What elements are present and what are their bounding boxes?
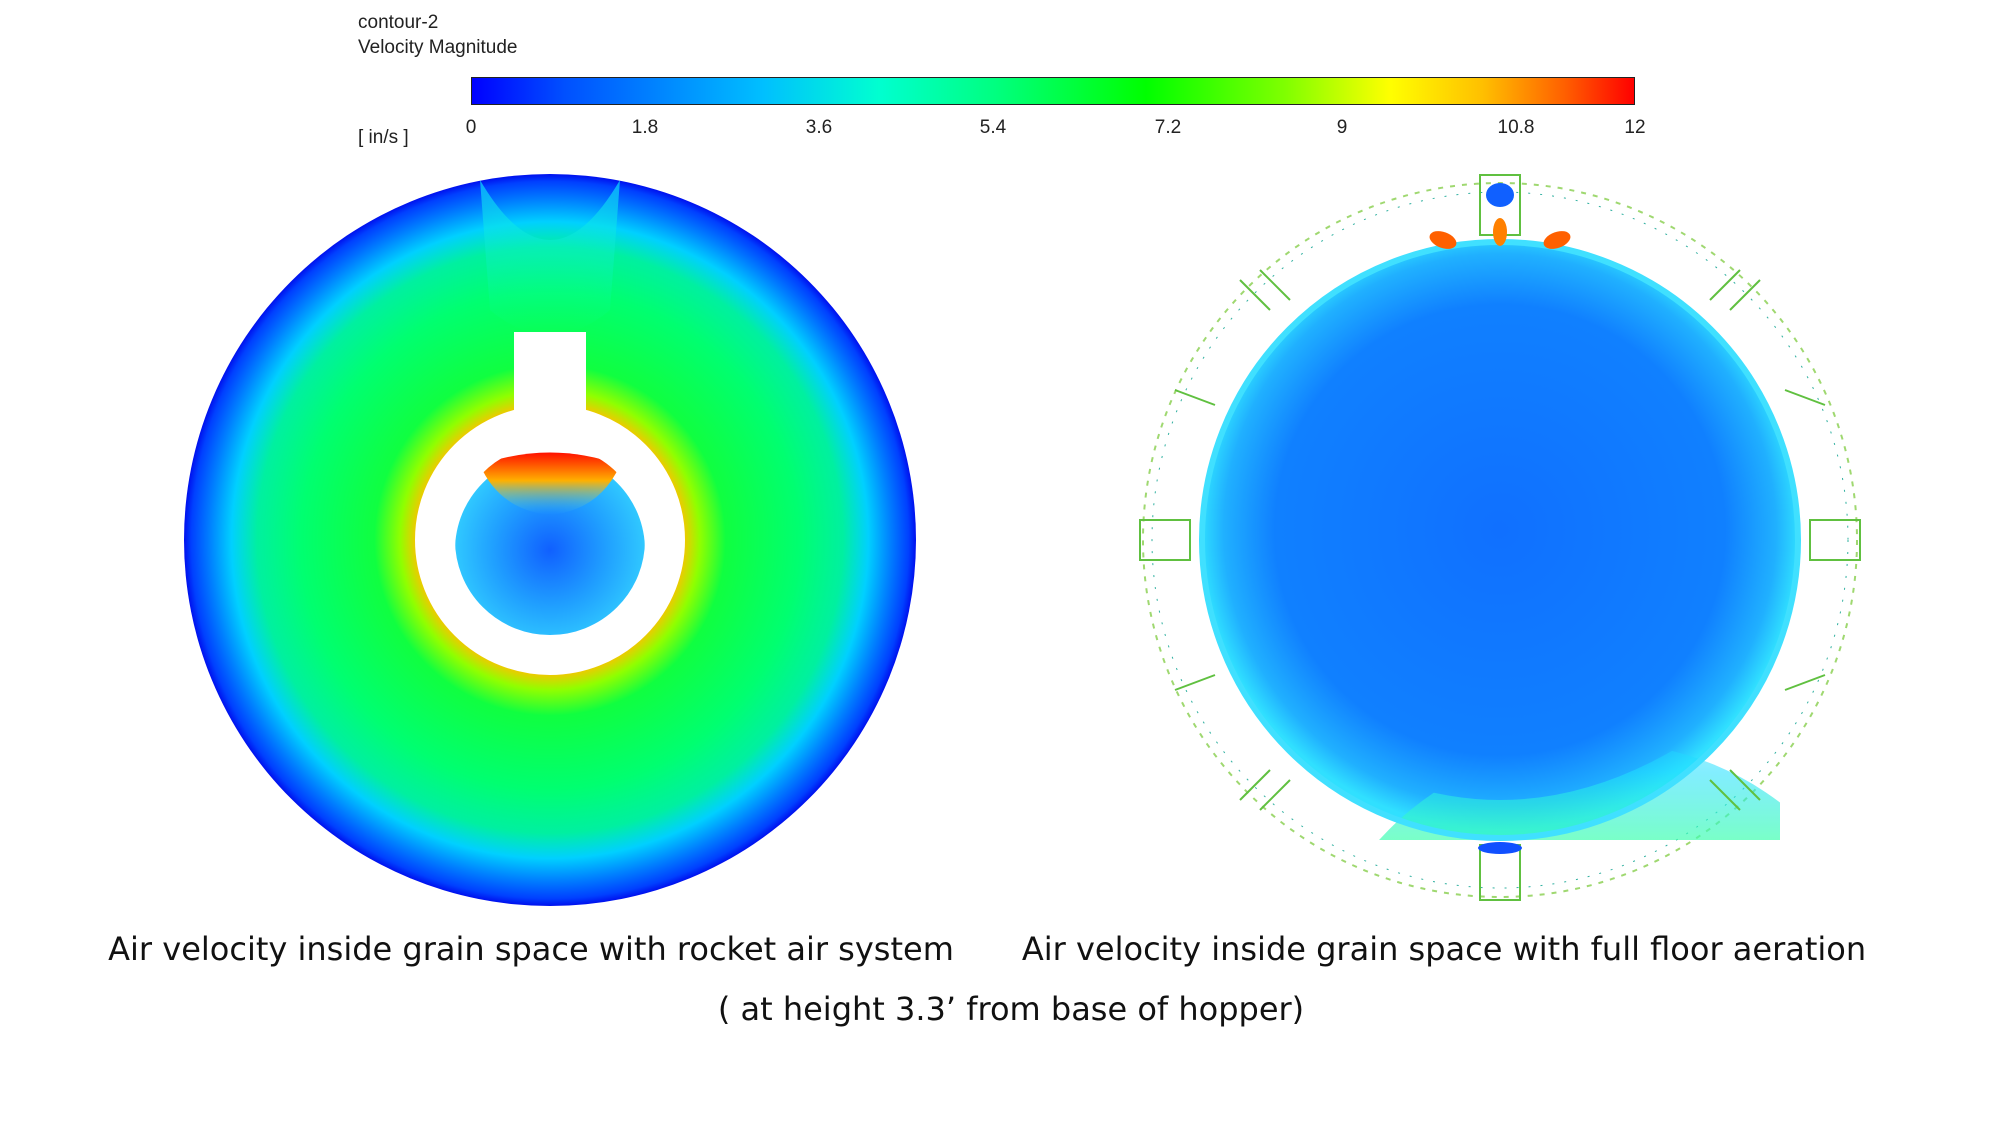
right-panel-caption: Air velocity inside grain space with ful… (1021, 930, 1867, 968)
colorbar-tick-label: 1.8 (631, 117, 659, 138)
left-panel-caption: Air velocity inside grain space with roc… (108, 930, 954, 968)
rocket-air-velocity-contour (184, 174, 916, 906)
colorbar-tick-label: 3.6 (805, 117, 833, 138)
units-label: [ in/s ] (358, 127, 409, 148)
colorbar-tick-label: 0 (465, 117, 477, 138)
quantity-name: Velocity Magnitude (358, 37, 518, 58)
colorbar-tick-label: 12 (1624, 117, 1646, 138)
contour-name: contour-2 (358, 12, 439, 33)
height-caption: ( at height 3.3’ from base of hopper) (717, 990, 1305, 1028)
colorbar-tick-label: 9 (1336, 117, 1348, 138)
full-floor-aeration-velocity-contour (1139, 174, 1861, 901)
colorbar-tick-label: 10.8 (1497, 117, 1535, 138)
colorbar-tick-label: 5.4 (979, 117, 1007, 138)
colorbar-tick-label: 7.2 (1154, 117, 1182, 138)
colorbar (471, 77, 1635, 105)
